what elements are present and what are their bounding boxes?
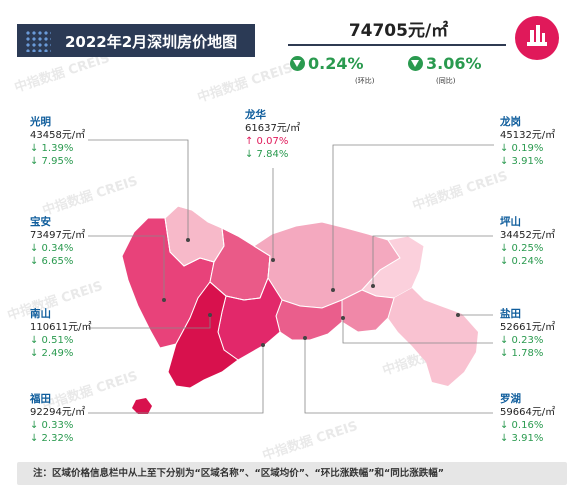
district-dapeng bbox=[388, 288, 478, 386]
district-label-baoan: 宝安 73497元/㎡ ↓ 0.34% ↓ 6.65% bbox=[30, 216, 85, 268]
district-price: 73497元/㎡ bbox=[30, 230, 86, 241]
district-mom: ↓ 0.19% bbox=[500, 143, 544, 154]
mom-change-label: (环比) bbox=[355, 77, 375, 85]
district-name: 坪山 bbox=[500, 216, 521, 228]
district-price: 61637元/㎡ bbox=[245, 123, 301, 134]
district-yantian bbox=[341, 289, 395, 333]
district-mom: ↓ 1.39% bbox=[30, 143, 74, 154]
district-mom: ↓ 0.51% bbox=[30, 335, 74, 346]
footnote: 注：区域价格信息栏中从上至下分别为“区域名称”、“区域均价”、“环比涨跌幅”和“… bbox=[17, 462, 567, 485]
page-title: 2022年2月深圳房价地图 bbox=[65, 33, 238, 51]
district-price: 52661元/㎡ bbox=[500, 322, 556, 333]
district-mom: ↓ 0.34% bbox=[30, 243, 74, 254]
district-label-guangming: 光明 43458元/㎡ ↓ 1.39% ↓ 7.95% bbox=[30, 116, 85, 168]
district-price: 110611元/㎡ bbox=[30, 322, 92, 333]
district-yoy: ↓ 3.91% bbox=[500, 156, 544, 167]
dot-grid-icon bbox=[25, 30, 51, 52]
district-name: 盐田 bbox=[500, 308, 521, 320]
district-price: 59664元/㎡ bbox=[500, 407, 556, 418]
district-name: 宝安 bbox=[30, 216, 51, 228]
district-yoy: ↓ 7.95% bbox=[30, 156, 74, 167]
district-mom: ↑ 0.07% bbox=[245, 136, 289, 147]
district-label-futian: 福田 92294元/㎡ ↓ 0.33% ↓ 2.32% bbox=[30, 393, 85, 445]
title-banner: 2022年2月深圳房价地图 bbox=[17, 24, 255, 57]
mom-change-value: 0.24% bbox=[308, 54, 364, 73]
district-label-pingshan: 坪山 34452元/㎡ ↓ 0.25% ↓ 0.24% bbox=[500, 216, 555, 268]
yoy-change: 3.06% (同比) bbox=[408, 53, 482, 85]
district-mom: ↓ 0.16% bbox=[500, 420, 544, 431]
district-mom: ↓ 0.23% bbox=[500, 335, 544, 346]
district-label-yantian: 盐田 52661元/㎡ ↓ 0.23% ↓ 1.78% bbox=[500, 308, 555, 360]
district-yoy: ↓ 1.78% bbox=[500, 348, 544, 359]
district-yoy: ↓ 2.49% bbox=[30, 348, 74, 359]
district-price: 45132元/㎡ bbox=[500, 130, 556, 141]
district-mom: ↓ 0.33% bbox=[30, 420, 74, 431]
district-label-longgang: 龙岗 45132元/㎡ ↓ 0.19% ↓ 3.91% bbox=[500, 116, 555, 168]
yoy-change-value: 3.06% bbox=[426, 54, 482, 73]
district-yoy: ↓ 7.84% bbox=[245, 149, 289, 160]
district-nanshan bbox=[167, 281, 239, 389]
district-yoy: ↓ 3.91% bbox=[500, 433, 544, 444]
down-triangle-icon bbox=[408, 56, 423, 71]
creis-logo bbox=[515, 16, 559, 60]
district-yoy: ↓ 6.65% bbox=[30, 256, 74, 267]
city-average-price: 74705元/㎡ bbox=[348, 21, 449, 41]
district-label-luohu: 罗湖 59664元/㎡ ↓ 0.16% ↓ 3.91% bbox=[500, 393, 555, 445]
district-yoy: ↓ 2.32% bbox=[30, 433, 74, 444]
district-label-nanshan: 南山 110611元/㎡ ↓ 0.51% ↓ 2.49% bbox=[30, 308, 92, 360]
district-name: 光明 bbox=[30, 116, 51, 128]
district-name: 福田 bbox=[30, 393, 51, 405]
district-price: 43458元/㎡ bbox=[30, 130, 86, 141]
divider bbox=[288, 44, 506, 46]
down-triangle-icon bbox=[290, 56, 305, 71]
district-price: 34452元/㎡ bbox=[500, 230, 556, 241]
district-price: 92294元/㎡ bbox=[30, 407, 86, 418]
district-island bbox=[132, 398, 152, 414]
district-label-longhua: 龙华 61637元/㎡ ↑ 0.07% ↓ 7.84% bbox=[245, 109, 300, 161]
mom-change: 0.24% (环比) bbox=[290, 53, 374, 85]
district-name: 龙岗 bbox=[500, 116, 521, 128]
district-name: 南山 bbox=[30, 308, 51, 320]
district-mom: ↓ 0.25% bbox=[500, 243, 544, 254]
district-yoy: ↓ 0.24% bbox=[500, 256, 544, 267]
yoy-change-label: (同比) bbox=[436, 77, 456, 85]
district-name: 龙华 bbox=[245, 109, 266, 121]
district-name: 罗湖 bbox=[500, 393, 521, 405]
